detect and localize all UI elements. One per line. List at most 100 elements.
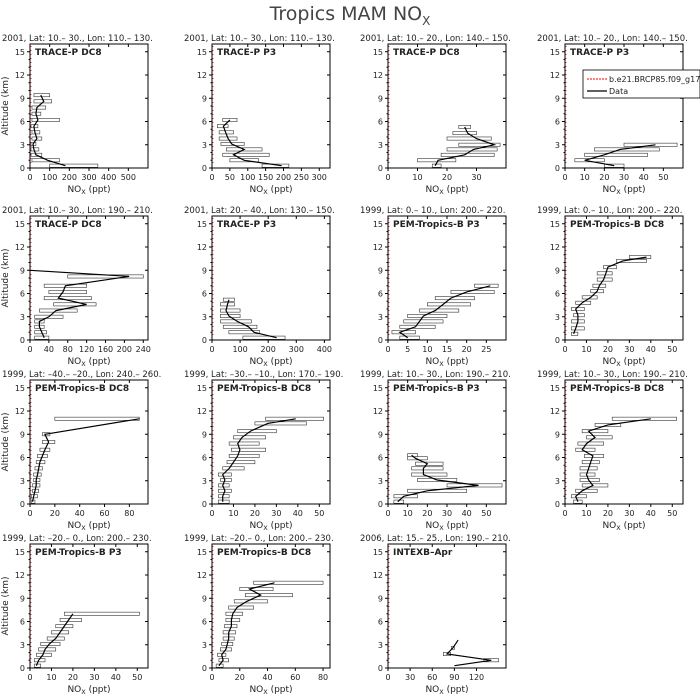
plot-frame	[29, 543, 149, 669]
y-tick-label: 3	[20, 141, 25, 150]
plot-frame	[211, 43, 331, 169]
x-tick-label: 40	[75, 509, 85, 518]
range-box	[242, 335, 286, 340]
plot-frame	[387, 543, 507, 669]
y-tick-label: 12	[550, 407, 560, 416]
data-line	[584, 144, 656, 167]
range-box	[220, 308, 241, 313]
data-line	[225, 299, 277, 339]
y-tick-label: 3	[555, 477, 560, 486]
x-tick-label: 0	[27, 509, 32, 518]
range-box	[594, 423, 622, 427]
y-tick-label: 3	[20, 641, 25, 650]
range-box	[233, 435, 266, 440]
range-box	[584, 152, 648, 157]
x-tick-label: 30	[471, 173, 481, 182]
y-axis-label: Altitude (km)	[1, 76, 11, 135]
x-tick-label: 10	[422, 345, 432, 354]
data-line	[35, 613, 74, 666]
y-tick-label: 9	[378, 430, 383, 439]
range-box	[571, 326, 585, 331]
x-tick-label: 150	[258, 173, 273, 182]
panel-header: 1999, Lat: 10.– 30., Lon: 190.– 210.	[537, 370, 688, 380]
y-tick-label: 0	[555, 500, 560, 509]
x-tick-label: 120	[469, 673, 484, 682]
x-tick-label: 20	[442, 173, 452, 182]
y-tick-label: 0	[378, 500, 383, 509]
y-tick-label: 3	[378, 313, 383, 322]
panel-header: 1999, Lat: –20.– 0., Lon: 200.– 230.	[2, 534, 152, 544]
panel-5: 2001, Lat: 10.– 30., Lon: 190.– 210. TRAC…	[1, 206, 153, 368]
mission-label: PEM-Tropics-B P3	[393, 220, 480, 230]
panel-header: 1999, Lat: –40.– –20., Lon: 240.– 260.	[2, 370, 161, 380]
panel-header: 1999, Lat: –20.– 0., Lon: 200.– 230.	[184, 534, 334, 544]
panel-header: 1999, Lat: –30.– –10., Lon: 170.– 190.	[184, 370, 343, 380]
x-tick-label: 50	[481, 509, 491, 518]
range-box	[575, 300, 592, 305]
panel-header: 2001, Lat: 10.– 30., Lon: 110.– 130.	[184, 34, 335, 44]
range-box	[415, 461, 444, 466]
y-tick-label: 9	[202, 266, 207, 275]
y-tick-label: 15	[373, 384, 383, 393]
range-box	[417, 478, 458, 482]
range-box	[225, 618, 241, 622]
y-tick-label: 12	[15, 571, 25, 580]
y-tick-label: 15	[373, 548, 383, 557]
x-tick-label: 10	[46, 673, 56, 682]
x-tick-label: 40	[262, 673, 272, 682]
range-box	[46, 636, 65, 641]
y-tick-label: 9	[202, 94, 207, 103]
y-tick-label: 6	[202, 118, 207, 127]
mission-label: TRACE-P P3	[217, 220, 276, 230]
range-box	[55, 624, 74, 629]
range-box	[233, 599, 268, 604]
y-tick-label: 15	[15, 384, 25, 393]
data-line	[218, 582, 275, 667]
x-axis-label: NOX (ppt)	[425, 357, 468, 368]
x-axis-label: NOX (ppt)	[67, 521, 110, 532]
x-tick-label: 20	[599, 173, 609, 182]
y-tick-label: 6	[378, 618, 383, 627]
data-line	[32, 94, 66, 167]
x-tick-label: 0	[27, 173, 32, 182]
panel-8: 1999, Lat: 0.– 10., Lon: 200.– 220. PEM-T…	[537, 206, 684, 368]
x-axis-label: NOX (ppt)	[425, 185, 468, 196]
range-box	[222, 324, 258, 329]
range-box	[419, 308, 460, 313]
y-tick-label: 9	[20, 430, 25, 439]
panel-header: 2001, Lat: 10.– 30., Lon: 110.– 130.	[2, 34, 153, 44]
x-tick-label: 30	[271, 509, 281, 518]
panel-4: 2001, Lat: 10.– 20., Lon: 140.– 150. TRAC…	[537, 34, 688, 196]
y-tick-label: 0	[20, 336, 25, 345]
range-box	[611, 416, 677, 421]
x-tick-label: 40	[462, 509, 472, 518]
range-box	[603, 265, 617, 270]
range-box	[222, 118, 238, 122]
data-line	[31, 418, 140, 502]
legend-data-label: Data	[609, 87, 628, 96]
range-box	[217, 124, 229, 129]
mission-label: INTEXB–Apr	[393, 548, 453, 558]
y-tick-label: 15	[550, 48, 560, 57]
x-tick-label: 50	[132, 673, 142, 682]
range-box	[573, 313, 585, 318]
y-tick-label: 0	[202, 164, 207, 173]
y-tick-label: 0	[378, 164, 383, 173]
x-axis-label: NOX (ppt)	[249, 357, 292, 368]
x-tick-label: 20	[422, 509, 432, 518]
y-tick-label: 6	[555, 290, 560, 299]
x-tick-label: 50	[658, 173, 668, 182]
range-box	[577, 441, 604, 446]
y-tick-label: 0	[202, 664, 207, 673]
panel-13: 1999, Lat: –20.– 0., Lon: 200.– 230. PEM-…	[1, 534, 152, 696]
y-tick-label: 12	[550, 71, 560, 80]
range-box	[265, 416, 324, 421]
data-line	[573, 256, 647, 335]
range-box	[229, 158, 259, 163]
range-box	[222, 152, 270, 157]
y-tick-label: 3	[555, 313, 560, 322]
x-tick-label: 0	[209, 509, 214, 518]
y-tick-label: 0	[20, 500, 25, 509]
y-tick-label: 9	[555, 94, 560, 103]
y-tick-label: 3	[202, 477, 207, 486]
